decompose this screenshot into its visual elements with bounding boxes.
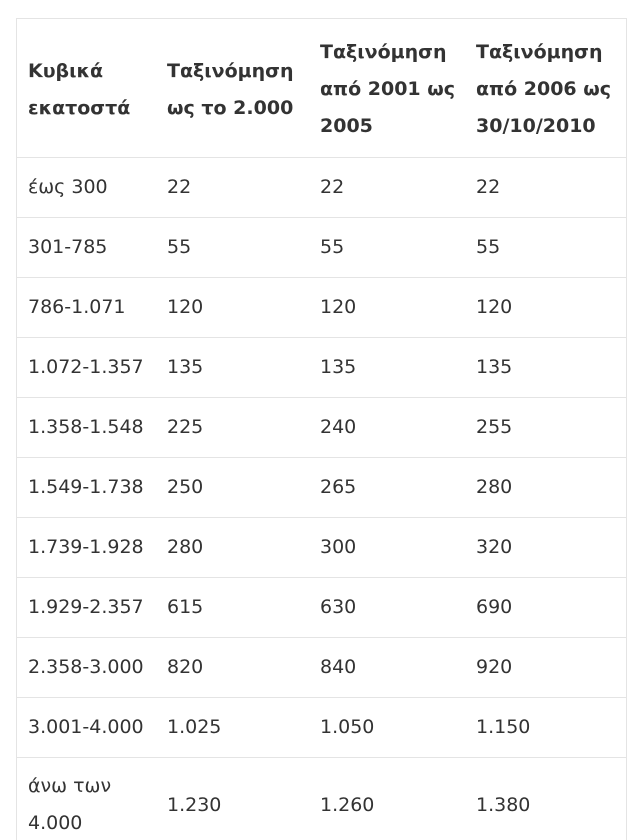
table-row: 1.358-1.548 225 240 255 [17,397,626,458]
cell-tax-until-2000: 250 [156,457,309,518]
cell-cubic-range: 1.549-1.738 [17,457,156,518]
cell-tax-2001-2005: 1.260 [320,793,375,816]
cell-tax-2006-2010: 135 [465,337,626,398]
table-row: έως 300 22 22 22 [17,157,626,218]
table-row: 786-1.071 120 120 120 [17,277,626,338]
table-row: 3.001-4.000 1.025 1.050 1.150 [17,697,626,758]
cell-tax-until-2000: 280 [156,517,309,578]
cell-tax-until-2000: 135 [156,337,309,398]
table-row: 2.358-3.000 820 840 920 [17,637,626,698]
cell-cubic-range: έως 300 [17,157,156,218]
cell-tax-2006-2010: 120 [465,277,626,338]
cell-cubic-range: 1.739-1.928 [17,517,156,578]
cell-cubic-range: 2.358-3.000 [17,637,156,698]
cell-tax-2006-2010: 22 [465,157,626,218]
cell-tax-2001-2005: 300 [309,517,465,578]
cell-cubic-range: 1.072-1.357 [17,337,156,398]
cell-cubic-range: 1.358-1.548 [17,397,156,458]
cell-tax-until-2000: 55 [156,217,309,278]
road-tax-table: Κυβικά εκατοστά Ταξινόμηση ως το 2.000 Τ… [17,19,626,840]
road-tax-table-container: Κυβικά εκατοστά Ταξινόμηση ως το 2.000 Τ… [16,18,627,840]
cell-tax-until-2000: 1.230 [167,793,222,816]
cell-tax-2006-2010: 255 [465,397,626,458]
cell-tax-2001-2005: 120 [309,277,465,338]
cell-cubic-range: 1.929-2.357 [17,577,156,638]
cell-tax-2006-2010: 690 [465,577,626,638]
header-registration-2006-2010: Ταξινόμηση από 2006 ως 30/10/2010 [465,19,626,158]
cell-tax-2001-2005: 135 [309,337,465,398]
cell-tax-2006-2010: 55 [465,217,626,278]
table-row: 1.739-1.928 280 300 320 [17,517,626,578]
cell-tax-2001-2005: 22 [309,157,465,218]
table-row: 1.549-1.738 250 265 280 [17,457,626,518]
cell-tax-until-2000: 615 [156,577,309,638]
cell-tax-2006-2010: 280 [465,457,626,518]
cell-tax-2001-2005: 240 [309,397,465,458]
cell-tax-2006-2010: 1.150 [465,697,626,758]
table-row: άνω των 4.000 1.230 1.260 1.380 [17,758,626,840]
table-row: 1.929-2.357 615 630 690 [17,577,626,638]
header-registration-2001-2005: Ταξινόμηση από 2001 ως 2005 [309,19,465,158]
table-header-row: Κυβικά εκατοστά Ταξινόμηση ως το 2.000 Τ… [17,19,626,158]
cell-tax-until-2000: 22 [156,157,309,218]
cell-cubic-range: άνω των 4.000 [28,775,112,834]
cell-tax-2001-2005: 840 [309,637,465,698]
cell-tax-2006-2010: 320 [465,517,626,578]
table-row: 301-785 55 55 55 [17,217,626,278]
cell-tax-until-2000: 120 [156,277,309,338]
cell-cubic-range: 301-785 [17,217,156,278]
cell-tax-until-2000: 820 [156,637,309,698]
table-body: έως 300 22 22 22 301-785 55 55 55 786-1.071 120 12… [17,157,626,840]
cell-tax-until-2000: 1.025 [156,697,309,758]
cell-tax-2001-2005: 1.050 [309,697,465,758]
cell-tax-2001-2005: 265 [309,457,465,518]
cell-tax-until-2000: 225 [156,397,309,458]
header-registration-until-2000: Ταξινόμηση ως το 2.000 [156,19,309,158]
table-row: 1.072-1.357 135 135 135 [17,337,626,398]
cell-tax-2001-2005: 55 [309,217,465,278]
cell-cubic-range: 3.001-4.000 [17,697,156,758]
cell-tax-2006-2010: 920 [465,637,626,698]
cell-tax-2001-2005: 630 [309,577,465,638]
cell-tax-2006-2010: 1.380 [476,793,531,816]
header-cubic-centimeters: Κυβικά εκατοστά [17,19,156,158]
cell-cubic-range: 786-1.071 [17,277,156,338]
